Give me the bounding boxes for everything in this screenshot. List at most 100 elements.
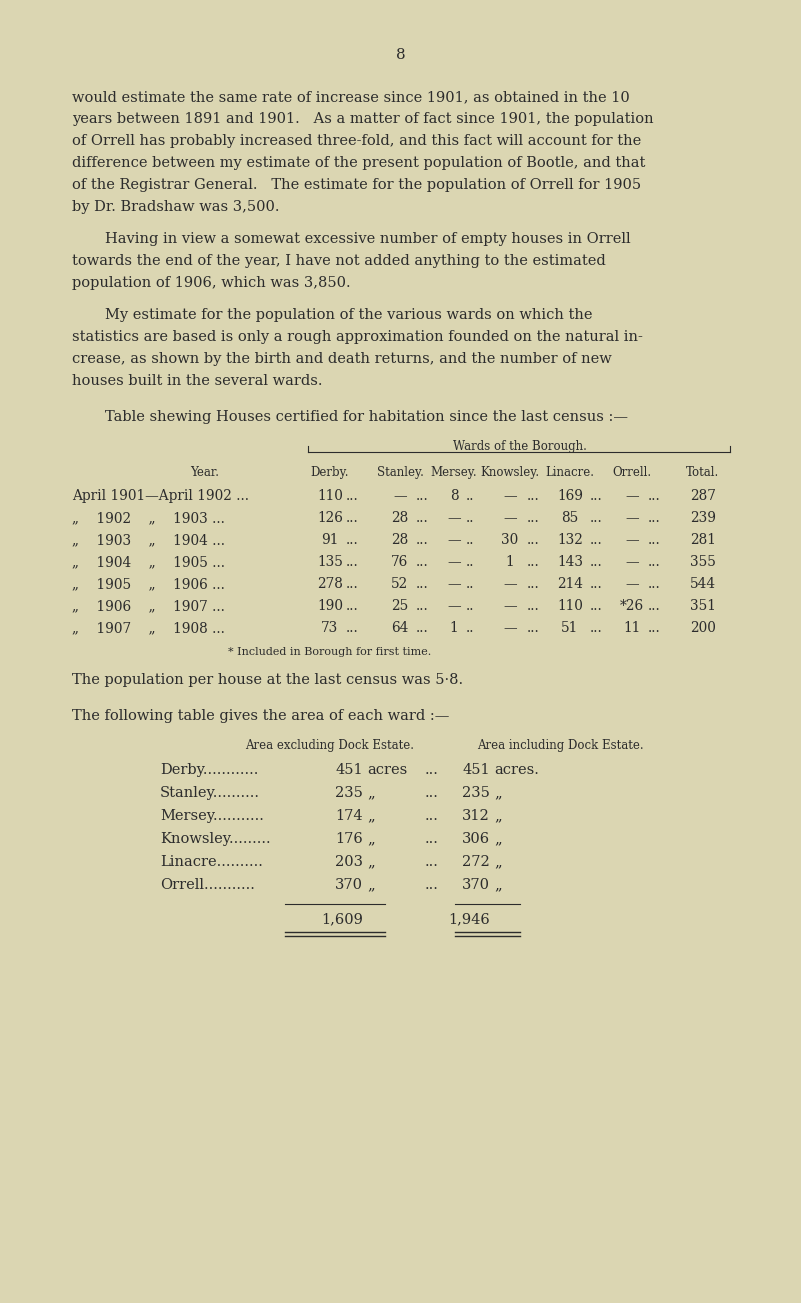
- Text: The population per house at the last census was 5·8.: The population per house at the last cen…: [72, 674, 463, 687]
- Text: „: „: [367, 786, 375, 800]
- Text: ...: ...: [425, 833, 439, 846]
- Text: houses built in the several wards.: houses built in the several wards.: [72, 374, 323, 388]
- Text: —: —: [447, 511, 461, 525]
- Text: April 1901—April 1902 ...: April 1901—April 1902 ...: [72, 489, 249, 503]
- Text: 287: 287: [690, 489, 716, 503]
- Text: ...: ...: [590, 555, 602, 569]
- Text: ...: ...: [425, 786, 439, 800]
- Text: Knowsley.: Knowsley.: [481, 466, 540, 480]
- Text: —: —: [447, 555, 461, 569]
- Text: 272: 272: [462, 855, 490, 869]
- Text: —: —: [626, 555, 639, 569]
- Text: —: —: [626, 511, 639, 525]
- Text: „: „: [494, 833, 501, 846]
- Text: „: „: [367, 855, 375, 869]
- Text: of the Registrar General.   The estimate for the population of Orrell for 1905: of the Registrar General. The estimate f…: [72, 179, 641, 192]
- Text: ...: ...: [648, 577, 661, 592]
- Text: acres: acres: [367, 764, 407, 777]
- Text: 370: 370: [335, 878, 363, 893]
- Text: ...: ...: [648, 489, 661, 503]
- Text: —: —: [503, 622, 517, 635]
- Text: 52: 52: [392, 577, 409, 592]
- Text: Linacre.: Linacre.: [545, 466, 594, 480]
- Text: Area excluding Dock Estate.: Area excluding Dock Estate.: [245, 739, 414, 752]
- Text: 235: 235: [335, 786, 363, 800]
- Text: Orrell...........: Orrell...........: [160, 878, 255, 893]
- Text: ...: ...: [527, 533, 540, 547]
- Text: ...: ...: [346, 622, 359, 635]
- Text: ...: ...: [346, 511, 359, 525]
- Text: ...: ...: [425, 878, 439, 893]
- Text: „    1904    „    1905 ...: „ 1904 „ 1905 ...: [72, 555, 225, 569]
- Text: would estimate the same rate of increase since 1901, as obtained in the 10: would estimate the same rate of increase…: [72, 90, 630, 104]
- Text: „: „: [367, 833, 375, 846]
- Text: 76: 76: [392, 555, 409, 569]
- Text: —: —: [626, 577, 639, 592]
- Text: 135: 135: [317, 555, 343, 569]
- Text: ...: ...: [590, 511, 602, 525]
- Text: 1: 1: [449, 622, 458, 635]
- Text: 25: 25: [392, 599, 409, 612]
- Text: ..: ..: [466, 599, 474, 612]
- Text: —: —: [503, 599, 517, 612]
- Text: ...: ...: [346, 577, 359, 592]
- Text: ...: ...: [346, 555, 359, 569]
- Text: Total.: Total.: [686, 466, 719, 480]
- Text: ...: ...: [416, 489, 429, 503]
- Text: „: „: [367, 878, 375, 893]
- Text: My estimate for the population of the various wards on which the: My estimate for the population of the va…: [105, 308, 593, 322]
- Text: 203: 203: [335, 855, 363, 869]
- Text: 214: 214: [557, 577, 583, 592]
- Text: 351: 351: [690, 599, 716, 612]
- Text: 370: 370: [462, 878, 490, 893]
- Text: 110: 110: [317, 489, 343, 503]
- Text: 169: 169: [557, 489, 583, 503]
- Text: 143: 143: [557, 555, 583, 569]
- Text: ...: ...: [416, 511, 429, 525]
- Text: 28: 28: [392, 511, 409, 525]
- Text: —: —: [503, 577, 517, 592]
- Text: Orrell.: Orrell.: [613, 466, 651, 480]
- Text: 132: 132: [557, 533, 583, 547]
- Text: 64: 64: [392, 622, 409, 635]
- Text: 28: 28: [392, 533, 409, 547]
- Text: Mersey.: Mersey.: [431, 466, 477, 480]
- Text: ..: ..: [466, 555, 474, 569]
- Text: ...: ...: [527, 622, 540, 635]
- Text: ...: ...: [527, 555, 540, 569]
- Text: ...: ...: [590, 622, 602, 635]
- Text: ..: ..: [466, 622, 474, 635]
- Text: ...: ...: [648, 599, 661, 612]
- Text: 278: 278: [317, 577, 343, 592]
- Text: 1,609: 1,609: [321, 912, 363, 926]
- Text: * Included in Borough for first time.: * Included in Borough for first time.: [228, 648, 432, 657]
- Text: of Orrell has probably increased three-fold, and this fact will account for the: of Orrell has probably increased three-f…: [72, 134, 642, 149]
- Text: ...: ...: [648, 555, 661, 569]
- Text: ..: ..: [466, 511, 474, 525]
- Text: ...: ...: [527, 489, 540, 503]
- Text: 235: 235: [462, 786, 490, 800]
- Text: 126: 126: [317, 511, 343, 525]
- Text: difference between my estimate of the present population of Bootle, and that: difference between my estimate of the pr…: [72, 156, 646, 169]
- Text: Having in view a somewat excessive number of empty houses in Orrell: Having in view a somewat excessive numbe…: [105, 232, 630, 246]
- Text: by Dr. Bradshaw was 3,500.: by Dr. Bradshaw was 3,500.: [72, 199, 280, 214]
- Text: ...: ...: [425, 764, 439, 777]
- Text: ...: ...: [416, 622, 429, 635]
- Text: 306: 306: [462, 833, 490, 846]
- Text: Mersey...........: Mersey...........: [160, 809, 264, 823]
- Text: „    1902    „    1903 ...: „ 1902 „ 1903 ...: [72, 511, 225, 525]
- Text: 190: 190: [317, 599, 343, 612]
- Text: „    1903    „    1904 ...: „ 1903 „ 1904 ...: [72, 533, 225, 547]
- Text: 8: 8: [396, 48, 405, 63]
- Text: Derby............: Derby............: [160, 764, 259, 777]
- Text: 1,946: 1,946: [449, 912, 490, 926]
- Text: 174: 174: [336, 809, 363, 823]
- Text: ...: ...: [416, 555, 429, 569]
- Text: —: —: [626, 533, 639, 547]
- Text: „: „: [367, 809, 375, 823]
- Text: 451: 451: [336, 764, 363, 777]
- Text: 544: 544: [690, 577, 716, 592]
- Text: Linacre..........: Linacre..........: [160, 855, 263, 869]
- Text: „: „: [494, 786, 501, 800]
- Text: —: —: [503, 511, 517, 525]
